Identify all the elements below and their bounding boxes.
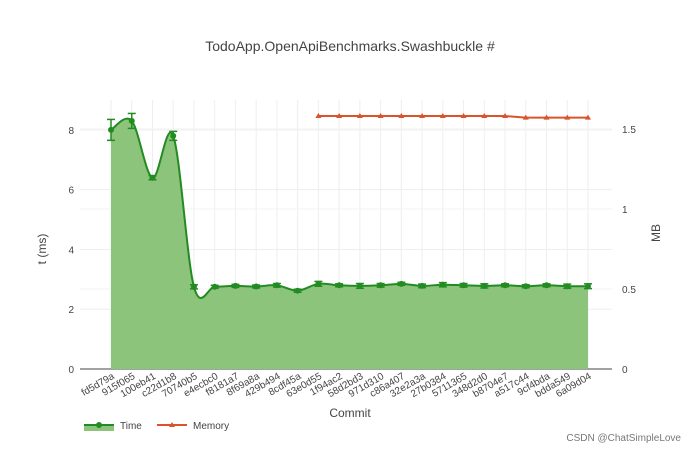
time-point[interactable] bbox=[253, 283, 260, 290]
time-point[interactable] bbox=[585, 283, 591, 290]
time-point[interactable] bbox=[273, 282, 280, 289]
memory-point[interactable] bbox=[460, 113, 467, 119]
watermark: CSDN @ChatSimpleLove bbox=[566, 433, 681, 444]
time-point[interactable] bbox=[377, 282, 384, 289]
time-point[interactable] bbox=[398, 280, 405, 287]
legend-time-label: Time bbox=[120, 421, 142, 432]
y2-axis-title: MB bbox=[649, 224, 663, 242]
memory-point[interactable] bbox=[585, 114, 591, 120]
memory-point[interactable] bbox=[522, 114, 529, 120]
series-markers bbox=[107, 112, 592, 294]
time-point[interactable] bbox=[439, 281, 446, 288]
time-point[interactable] bbox=[419, 282, 426, 289]
memory-point[interactable] bbox=[439, 113, 446, 119]
y-tick-label: 2 bbox=[68, 305, 74, 316]
chart-title: TodoApp.OpenApiBenchmarks.Swashbuckle # bbox=[205, 38, 495, 54]
time-point[interactable] bbox=[502, 282, 509, 289]
y2-tick-label: 1.5 bbox=[622, 125, 636, 136]
memory-point[interactable] bbox=[564, 114, 571, 120]
time-area bbox=[111, 118, 588, 369]
legend-time-marker bbox=[96, 422, 102, 428]
time-point[interactable] bbox=[232, 282, 239, 289]
y-axis-title: t (ms) bbox=[35, 234, 49, 265]
y2-tick-label: 0.5 bbox=[622, 285, 636, 296]
time-point[interactable] bbox=[481, 282, 488, 289]
time-point[interactable] bbox=[543, 282, 550, 289]
y-tick-label: 8 bbox=[68, 126, 74, 137]
legend-item-memory[interactable]: Memory bbox=[157, 421, 229, 432]
time-point[interactable] bbox=[190, 283, 197, 290]
x-axis-ticks: fd5d79a915f065100eb41c22d1b870740b5e4ecb… bbox=[80, 371, 594, 400]
y2-axis-ticks: 0 0.5 1 1.5 bbox=[622, 125, 636, 376]
time-point[interactable] bbox=[170, 132, 177, 139]
time-point[interactable] bbox=[336, 282, 343, 289]
y-tick-label: 6 bbox=[68, 186, 74, 197]
time-point[interactable] bbox=[564, 283, 571, 290]
legend-memory-label: Memory bbox=[193, 421, 229, 432]
y2-tick-label: 1 bbox=[622, 205, 628, 216]
time-point[interactable] bbox=[211, 283, 218, 290]
memory-point[interactable] bbox=[481, 113, 488, 119]
legend: Time Memory bbox=[84, 421, 229, 432]
y2-tick-label: 0 bbox=[622, 365, 628, 376]
memory-point[interactable] bbox=[356, 113, 363, 119]
memory-point[interactable] bbox=[419, 113, 426, 119]
time-point[interactable] bbox=[315, 280, 322, 287]
time-point[interactable] bbox=[522, 283, 529, 290]
y-tick-label: 0 bbox=[68, 365, 74, 376]
memory-point[interactable] bbox=[336, 113, 343, 119]
time-point[interactable] bbox=[128, 117, 135, 124]
y-axis-ticks: 0 2 4 6 8 bbox=[68, 126, 74, 376]
x-axis-title: Commit bbox=[329, 406, 371, 420]
time-area-fill bbox=[111, 118, 588, 369]
memory-point[interactable] bbox=[398, 113, 405, 119]
memory-point[interactable] bbox=[502, 113, 509, 119]
time-point[interactable] bbox=[294, 287, 301, 294]
memory-point[interactable] bbox=[377, 113, 384, 119]
legend-item-time[interactable]: Time bbox=[84, 421, 142, 432]
time-point[interactable] bbox=[356, 282, 363, 289]
memory-point[interactable] bbox=[315, 113, 322, 119]
time-point[interactable] bbox=[149, 174, 156, 181]
y-tick-label: 4 bbox=[68, 245, 74, 256]
time-point[interactable] bbox=[460, 282, 467, 289]
memory-line bbox=[318, 115, 588, 119]
memory-point[interactable] bbox=[543, 114, 550, 120]
legend-memory-marker bbox=[169, 422, 175, 427]
time-point[interactable] bbox=[108, 126, 114, 133]
